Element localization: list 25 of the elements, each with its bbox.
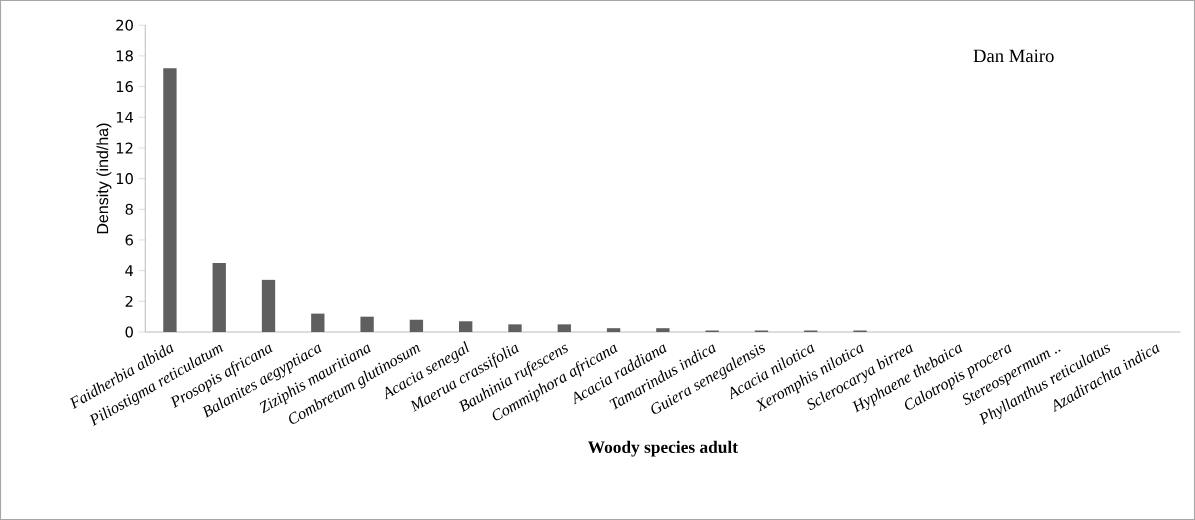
y-tick-label: 16	[116, 81, 133, 93]
annotation: Dan Mairo	[973, 49, 1054, 63]
bar	[508, 324, 522, 333]
bar	[656, 328, 670, 333]
bar	[261, 279, 276, 333]
bar	[311, 313, 325, 333]
bar	[360, 316, 374, 333]
y-tick-label: 8	[125, 203, 133, 215]
y-tick-label: 14	[116, 111, 134, 123]
bar	[459, 321, 473, 333]
y-tick-label: 18	[116, 50, 133, 62]
bar	[606, 328, 621, 333]
y-tick-label: 4	[125, 265, 134, 277]
bar	[163, 68, 177, 333]
y-tick-label: 0	[125, 326, 133, 338]
bar	[212, 262, 226, 333]
y-axis-title: Density (ind/ha)	[96, 123, 112, 234]
y-tick-label: 2	[125, 295, 133, 307]
y-tick-label: 10	[116, 173, 133, 185]
bar	[409, 319, 424, 333]
y-tick-label: 6	[125, 234, 133, 246]
y-tick-label: 12	[116, 142, 133, 154]
y-tick-label: 20	[116, 19, 133, 31]
x-axis-title: Woody species adult	[587, 440, 738, 457]
bar	[557, 324, 571, 333]
